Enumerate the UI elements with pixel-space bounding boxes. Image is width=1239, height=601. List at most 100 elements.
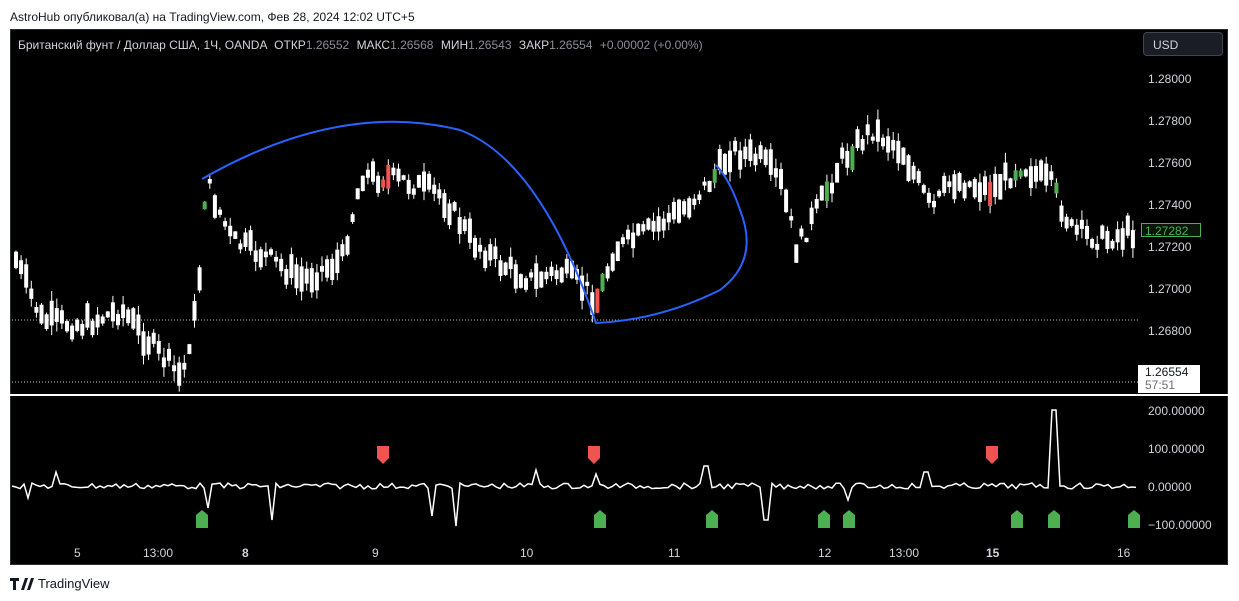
candle-body <box>952 174 957 200</box>
buy-signal-icon <box>1048 510 1060 528</box>
candle-body <box>926 192 931 203</box>
candle-body <box>177 362 182 386</box>
candle-body <box>340 244 345 257</box>
indicator-axis-label: 0.00000 <box>1148 480 1192 494</box>
buy-signal-icon <box>843 510 855 528</box>
price-axis-label: 1.27400 <box>1148 198 1192 212</box>
price-axis-label: 1.27000 <box>1148 282 1192 296</box>
candle-body <box>835 163 840 183</box>
drawn-arc-curve[interactable] <box>201 120 748 325</box>
candle-body <box>116 314 120 326</box>
candle-body <box>39 304 44 324</box>
close-value: 1.26554 <box>549 38 593 52</box>
chart-frame[interactable] <box>10 29 1228 565</box>
candle-body <box>513 264 518 289</box>
candle-body <box>784 189 789 213</box>
buy-signal-icon <box>818 510 830 528</box>
candle-body <box>564 258 569 274</box>
candle-body <box>896 140 901 164</box>
candle-body <box>427 173 432 190</box>
candle-body <box>320 266 324 272</box>
candle-body <box>462 219 467 232</box>
candle-body <box>156 341 161 354</box>
candle-body <box>274 256 279 262</box>
candle-body <box>1115 229 1120 243</box>
price-axis-label: 1.27600 <box>1148 156 1192 170</box>
candle-body <box>314 272 319 291</box>
sell-signal-icon <box>588 446 600 464</box>
last-price-value: 1.26554 <box>1145 365 1189 379</box>
candle-body <box>1095 243 1100 250</box>
candle-body <box>1069 219 1074 226</box>
candles-layer <box>14 109 1135 392</box>
candle-body <box>365 169 370 178</box>
candle-body <box>1044 163 1049 186</box>
candle-body <box>789 216 794 221</box>
candle-body <box>1028 166 1033 189</box>
candle-body <box>182 362 187 370</box>
candle-body <box>692 198 697 205</box>
high-label: МАКС <box>356 38 391 52</box>
candle-body <box>34 307 39 313</box>
candle-body <box>1090 239 1095 248</box>
candle-body <box>258 249 263 268</box>
candle-body <box>29 288 34 299</box>
indicator-layer <box>11 409 1137 527</box>
symbol-description[interactable]: Британский фунт / Доллар США, 1Ч, OANDA <box>18 38 268 52</box>
candle-body <box>192 301 197 321</box>
candle-body <box>855 129 860 149</box>
candle-body <box>860 138 865 151</box>
candle-body <box>794 244 799 263</box>
candle-body <box>483 250 488 269</box>
candle-body <box>901 147 906 165</box>
candle-body <box>641 224 646 232</box>
price-axis-label: 1.27800 <box>1148 114 1192 128</box>
candle-body <box>498 260 503 276</box>
candle-body <box>916 171 921 184</box>
candle-body <box>437 189 442 199</box>
symbol-legend[interactable]: Британский фунт / Доллар США, 1Ч, OANDA … <box>18 38 707 52</box>
candle-body <box>610 253 615 271</box>
candle-body <box>988 182 993 207</box>
footer-brand[interactable]: TradingView <box>10 576 110 591</box>
candle-body <box>845 150 850 168</box>
candle-body <box>554 270 559 280</box>
candle-body <box>977 182 982 203</box>
candle-body <box>524 278 528 290</box>
candle-body <box>126 309 131 324</box>
currency-button[interactable]: USD <box>1143 32 1223 56</box>
candle-body <box>585 281 590 286</box>
sell-signal-icon <box>986 446 998 464</box>
candle-body <box>488 244 493 261</box>
candle-body <box>646 218 651 230</box>
candle-body <box>406 179 411 194</box>
candle-body <box>1130 230 1135 249</box>
candle-body <box>503 262 508 276</box>
candle-body <box>921 185 926 193</box>
candle-body <box>452 202 457 211</box>
candle-body <box>65 321 69 332</box>
candle-body <box>136 314 141 336</box>
time-axis-label: 8 <box>242 546 249 560</box>
candle-body <box>1074 224 1079 235</box>
candle-body <box>207 179 212 184</box>
low-value: 1.26543 <box>468 38 512 52</box>
time-axis-label: 5 <box>74 546 81 560</box>
candle-body <box>687 198 692 218</box>
candle-body <box>1125 215 1130 236</box>
candle-body <box>432 184 437 194</box>
candle-body <box>299 266 304 292</box>
pane-divider[interactable] <box>10 394 1228 396</box>
candle-body <box>75 319 80 331</box>
open-label: ОТКР <box>274 38 306 52</box>
candle-body <box>386 164 391 189</box>
bar-countdown: 57:51 <box>1145 378 1176 392</box>
buy-signal-icon <box>594 510 606 528</box>
candle-body <box>44 314 49 330</box>
candle-body <box>962 182 967 199</box>
candle-body <box>605 266 610 279</box>
candle-body <box>197 267 202 291</box>
candle-body <box>248 230 253 251</box>
candle-body <box>100 316 105 324</box>
